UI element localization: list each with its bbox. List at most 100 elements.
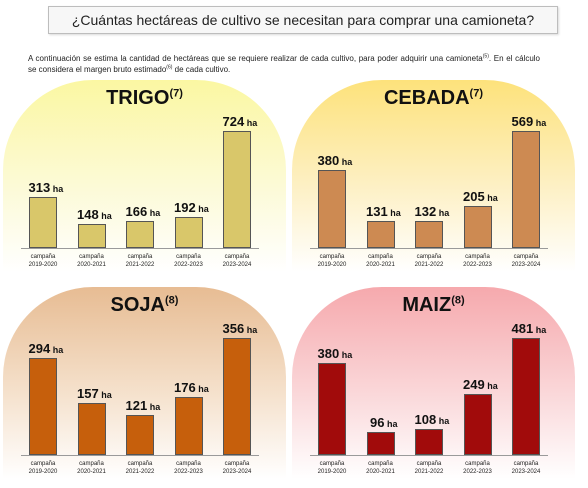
category-line: campaña [416,461,442,467]
category-label-soja-5: campaña 2023-2024 [215,460,259,476]
category-label-maiz-2: campaña 2020-2021 [359,460,403,476]
category-line: 2021-2022 [125,469,155,475]
value-label-trigo-1: 313 ha [29,180,64,195]
bar-trigo-3 [126,221,154,248]
value-number: 157 [77,386,99,401]
category-line: 2023-2024 [511,469,541,475]
category-label-maiz-5: campaña 2023-2024 [504,460,548,476]
category-line: campaña [319,461,345,467]
value-unit: ha [195,204,209,214]
category-line: 2020-2021 [366,262,395,268]
bar-cebada-1 [318,170,346,248]
value-number: 313 [28,180,51,195]
bar-maiz-3 [415,429,443,455]
value-number: 380 [317,346,340,361]
bar-soja-1 [29,358,57,455]
category-label-maiz-3: campaña 2021-2022 [407,460,451,476]
value-unit: ha [98,211,112,221]
category-label-maiz-4: campaña 2022-2023 [456,460,500,476]
category-label-soja-2: campaña 2020-2021 [70,460,114,476]
chart-title-maiz-ref: (8) [451,294,465,307]
category-label-trigo-2: campaña 2020-2021 [70,253,114,269]
value-number: 356 [222,321,245,336]
bar-maiz-5 [512,338,540,455]
value-number: 724 [222,114,245,129]
value-number: 96 [370,415,385,430]
category-line: 2021-2022 [125,262,155,268]
page-title: ¿Cuántas hectáreas de cultivo se necesit… [71,12,535,28]
bar-trigo-2 [77,224,106,248]
value-number: 176 [174,380,196,395]
bar-soja-3 [126,415,154,455]
chart-title-cebada-ref: (7) [469,87,483,100]
value-unit: ha [98,390,112,400]
bar-soja-5 [223,338,251,455]
bar-cebada-3 [415,221,443,248]
category-line: campaña [513,461,539,467]
intro-text: A continuación se estima la cantidad de … [28,53,540,75]
value-label-trigo-4: 192 ha [174,200,209,215]
value-label-cebada-1: 380 ha [318,153,353,168]
value-number: 249 [463,377,485,392]
baseline-trigo [21,248,259,249]
value-unit: ha [484,193,498,203]
category-line: campaña [30,461,56,467]
bar-soja-4 [174,397,203,455]
title-box: ¿Cuántas hectáreas de cultivo se necesit… [48,6,558,34]
chart-title-cebada: CEBADA(7) [292,87,575,110]
category-line: 2019-2020 [28,469,58,475]
value-unit: ha [244,325,258,335]
value-unit: ha [533,325,547,335]
chart-panel-soja: SOJA(8) 294 ha campaña 2019-2020 157 ha camp… [3,287,286,479]
category-label-trigo-3: campaña 2021-2022 [118,253,162,269]
value-number: 166 [125,204,148,219]
chart-title-trigo-ref: (7) [169,87,183,100]
value-label-cebada-3: 132 ha [415,204,450,219]
value-label-maiz-4: 249 ha [463,377,498,392]
category-label-trigo-4: campaña 2022-2023 [167,253,211,269]
value-label-soja-5: 356 ha [223,321,258,336]
category-line: campaña [368,254,393,260]
bar-soja-2 [77,403,106,455]
value-unit: ha [387,208,401,218]
value-unit: ha [484,381,498,391]
value-number: 108 [414,412,437,427]
value-number: 294 [28,341,51,356]
bar-trigo-1 [29,197,57,248]
bar-trigo-5 [223,131,251,248]
value-unit: ha [147,402,161,412]
category-line: 2022-2023 [174,262,203,268]
chart-panel-cebada: CEBADA(7) 380 ha campaña 2019-2020 131 ha ca… [292,80,575,272]
value-label-soja-2: 157 ha [77,386,112,401]
intro-text-c: de cada cultivo. [172,65,231,74]
category-line: campaña [368,461,393,467]
value-unit: ha [339,350,353,360]
baseline-maiz [310,455,548,456]
category-line: 2020-2021 [366,469,395,475]
bar-maiz-2 [366,432,395,455]
baseline-cebada [310,248,548,249]
category-line: campaña [127,254,153,260]
category-line: campaña [176,254,201,260]
chart-title-cebada-text: CEBADA [383,87,470,109]
value-unit: ha [436,208,450,218]
category-line: campaña [79,254,104,260]
value-number: 205 [463,189,485,204]
category-label-cebada-3: campaña 2021-2022 [407,253,451,269]
category-line: campaña [319,254,345,260]
value-unit: ha [533,118,547,128]
value-number: 192 [174,200,196,215]
category-label-cebada-2: campaña 2020-2021 [359,253,403,269]
chart-title-soja-text: SOJA [110,294,165,316]
bar-trigo-4 [174,217,203,248]
value-unit: ha [339,157,353,167]
category-label-soja-1: campaña 2019-2020 [21,460,65,476]
value-unit: ha [50,345,64,355]
value-unit: ha [244,118,258,128]
chart-panel-trigo: TRIGO(7) 313 ha campaña 2019-2020 148 ha cam… [3,80,286,272]
value-number: 481 [511,321,534,336]
category-label-trigo-1: campaña 2019-2020 [21,253,65,269]
bar-cebada-5 [512,131,540,248]
value-label-trigo-2: 148 ha [77,207,112,222]
category-line: 2020-2021 [77,469,106,475]
